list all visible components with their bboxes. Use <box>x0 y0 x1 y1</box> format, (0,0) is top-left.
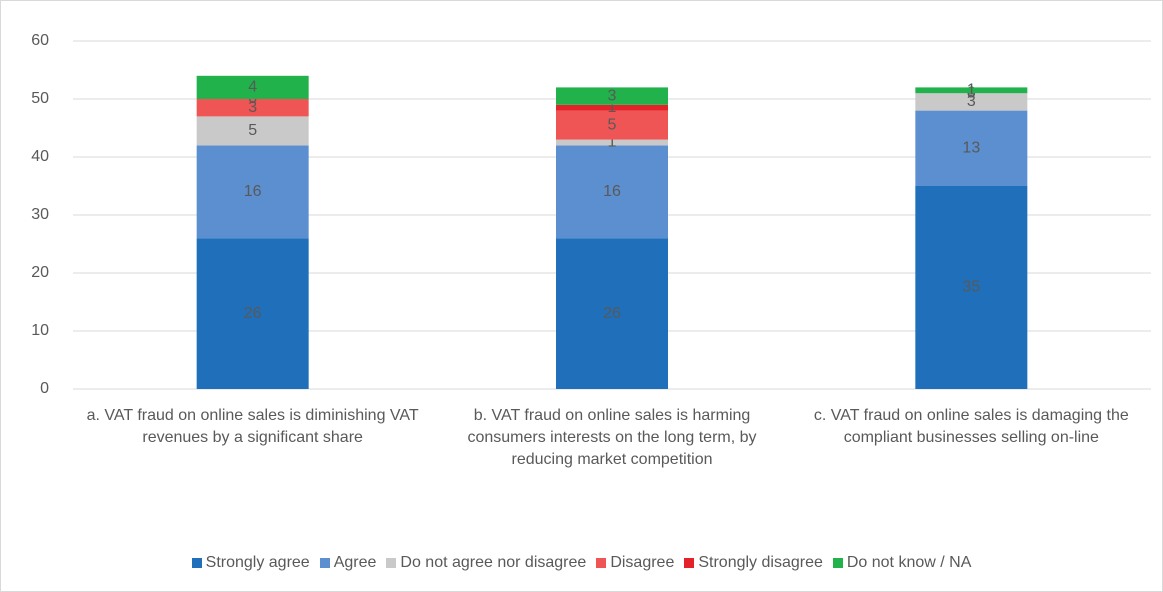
data-label: 1 <box>967 82 976 99</box>
data-label: 26 <box>244 305 262 322</box>
legend-label: Do not know / NA <box>846 554 972 571</box>
y-tick-label: 60 <box>31 32 49 49</box>
bar-segment <box>556 145 668 239</box>
bar-segment <box>196 99 309 117</box>
legend-item: Agree <box>319 554 377 572</box>
bar-segment <box>196 238 309 389</box>
data-label: 26 <box>603 305 621 322</box>
bar-segment <box>556 104 668 111</box>
bar-segment <box>556 238 668 389</box>
legend-item: Disagree <box>596 554 674 572</box>
legend: Strongly agree Agree Do not agree nor disa… <box>1 554 1162 572</box>
legend-swatch <box>319 558 330 568</box>
legend-swatch <box>596 558 607 568</box>
legend-swatch <box>684 558 695 568</box>
legend-item: Do not agree nor disagree <box>386 554 586 572</box>
bar-segment <box>556 139 668 146</box>
data-label: 5 <box>608 116 617 133</box>
y-tick-label: 20 <box>31 264 49 281</box>
data-label: 3 <box>967 93 976 110</box>
legend-swatch <box>386 558 397 568</box>
data-label: 1 <box>608 134 617 151</box>
data-label: 3 <box>608 87 617 104</box>
legend-swatch <box>191 558 202 568</box>
legend-swatch <box>832 558 843 568</box>
legend-label: Agree <box>333 554 377 571</box>
bar-segment <box>196 145 309 239</box>
data-label: 1 <box>608 99 617 116</box>
bar-segment <box>196 75 309 99</box>
x-tick-label: b. VAT fraud on online sales is harming … <box>467 407 757 468</box>
legend-item: Strongly agree <box>191 554 310 572</box>
data-label: 4 <box>248 79 257 96</box>
legend-item: Strongly disagree <box>684 554 823 572</box>
y-tick-label: 30 <box>31 206 49 223</box>
y-tick-label: 40 <box>31 148 49 165</box>
legend-label: Strongly disagree <box>698 554 823 571</box>
bar-segment <box>915 186 1028 389</box>
bar-segment <box>915 87 1028 94</box>
data-label: 5 <box>248 122 257 139</box>
bar-segment <box>196 116 309 146</box>
legend-label: Disagree <box>610 554 675 571</box>
x-tick-label: c. VAT fraud on online sales is damaging… <box>813 407 1129 446</box>
data-label: 16 <box>244 183 262 200</box>
bar-segment <box>915 93 1028 111</box>
legend-label: Strongly agree <box>205 554 310 571</box>
legend-label: Do not agree nor disagree <box>400 554 587 571</box>
y-tick-label: 0 <box>40 380 49 397</box>
bar-segment <box>556 87 668 105</box>
bar-segment <box>556 110 668 140</box>
data-label: 13 <box>962 140 980 157</box>
y-tick-label: 10 <box>31 322 49 339</box>
legend-item: Do not know / NA <box>832 554 972 572</box>
bar-segment <box>915 110 1028 186</box>
y-tick-label: 50 <box>31 90 49 107</box>
data-label: 35 <box>962 279 980 296</box>
data-label: 3 <box>248 99 257 116</box>
x-tick-label: a. VAT fraud on online sales is diminish… <box>86 407 419 446</box>
data-label: 16 <box>603 183 621 200</box>
